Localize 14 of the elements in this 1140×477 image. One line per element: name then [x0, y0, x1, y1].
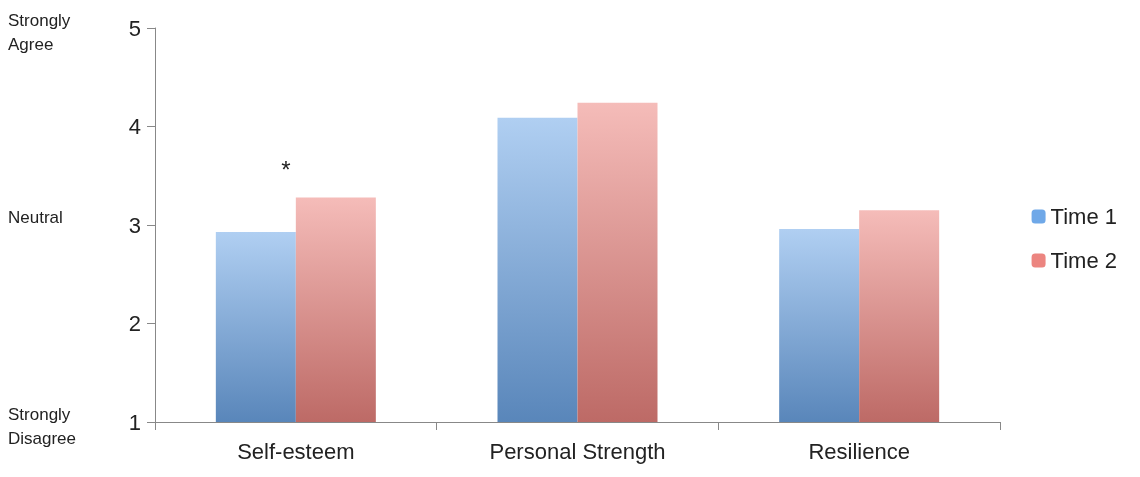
y-tick-label: 4	[128, 114, 141, 139]
x-tick-label: Self-esteem	[237, 438, 355, 464]
text: Strongly Disagree	[8, 404, 77, 448]
legend-label: Time 2	[1050, 248, 1117, 273]
text: Strongly Agree	[8, 10, 76, 54]
y-tick-label: 2	[128, 311, 141, 336]
x-tick-label: Personal Strength	[489, 438, 666, 464]
y-tick-label: 1	[128, 409, 141, 435]
text: Neutral	[8, 207, 63, 227]
x-tick-label: Resilience	[808, 438, 910, 464]
legend-label: Time 1	[1050, 204, 1117, 229]
annotation: *	[281, 156, 291, 184]
y-tick-label: 5	[128, 15, 141, 41]
y-tick-label: 3	[128, 212, 141, 238]
